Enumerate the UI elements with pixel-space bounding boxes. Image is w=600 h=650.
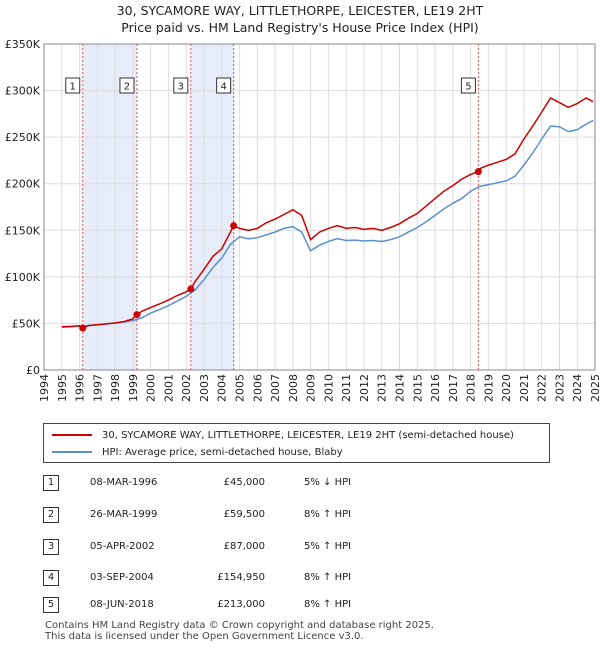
chart-title: 30, SYCAMORE WAY, LITTLETHORPE, LEICESTE… — [116, 3, 484, 18]
sale-hpi-diff: 5% ↓ HPI — [304, 477, 352, 488]
table-row: 5 08-JUN-2018 £213,000 8% ↑ HPI — [43, 597, 373, 613]
sale-number-badge: 5 — [43, 597, 59, 613]
sale-price: £45,000 — [223, 477, 265, 488]
sale-number-label: 4 — [220, 82, 226, 93]
sale-number-badge: 3 — [43, 539, 59, 555]
sale-point — [133, 311, 141, 319]
table-row: 3 05-APR-2002 £87,000 5% ↑ HPI — [43, 539, 373, 555]
legend-label-property: 30, SYCAMORE WAY, LITTLETHORPE, LEICESTE… — [102, 429, 514, 441]
sale-number-badge: 4 — [43, 570, 59, 586]
table-row: 1 08-MAR-1996 £45,000 5% ↓ HPI — [43, 475, 373, 491]
x-tick-label: 2002 — [180, 374, 193, 402]
x-tick-label: 1994 — [38, 374, 51, 402]
x-tick-label: 2006 — [251, 374, 264, 402]
hpi-line — [61, 119, 594, 328]
x-tick-label: 2008 — [287, 374, 300, 402]
x-tick-label: 2024 — [571, 374, 584, 402]
y-tick-label: £350K — [5, 38, 41, 51]
sale-point — [230, 222, 238, 230]
y-tick-label: £150K — [5, 224, 41, 237]
sale-price: £154,950 — [217, 572, 265, 583]
footer: Contains HM Land Registry data © Crown c… — [45, 620, 434, 642]
sale-number-box — [216, 77, 232, 94]
sale-hpi-diff: 8% ↑ HPI — [304, 572, 352, 583]
x-tick-label: 2013 — [376, 374, 389, 402]
sale-number-label: 5 — [465, 82, 471, 93]
footer-copyright: Contains HM Land Registry data © Crown c… — [45, 620, 434, 631]
x-tick-label: 2001 — [162, 374, 175, 402]
sale-date: 08-JUN-2018 — [90, 599, 154, 610]
legend-label-hpi: HPI: Average price, semi-detached house,… — [102, 446, 343, 458]
x-tick-label: 2017 — [447, 374, 460, 402]
sale-number-badge: 2 — [43, 507, 59, 523]
sale-hpi-diff: 8% ↑ HPI — [304, 599, 352, 610]
sale-point — [474, 168, 482, 176]
sale-price: £213,000 — [217, 599, 265, 610]
x-tick-label: 2009 — [305, 374, 318, 402]
sale-date: 08-MAR-1996 — [90, 477, 158, 488]
legend-item-hpi: HPI: Average price, semi-detached house,… — [52, 444, 343, 460]
plot-frame — [43, 43, 596, 371]
x-tick-label: 1997 — [91, 374, 104, 402]
sale-price: £87,000 — [223, 541, 265, 552]
sale-price: £59,500 — [223, 509, 265, 520]
x-tick-label: 2021 — [518, 374, 531, 402]
y-tick-label: £0 — [26, 364, 40, 377]
legend: 30, SYCAMORE WAY, LITTLETHORPE, LEICESTE… — [43, 423, 550, 463]
shaded-range — [82, 44, 137, 370]
x-tick-label: 1998 — [109, 374, 122, 402]
x-tick-label: 2023 — [553, 374, 566, 402]
legend-swatch-hpi — [52, 451, 92, 453]
sale-date: 26-MAR-1999 — [90, 509, 158, 520]
sale-number-label: 1 — [70, 82, 76, 93]
x-tick-label: 2004 — [216, 374, 229, 402]
x-tick-label: 2003 — [198, 374, 211, 402]
table-row: 4 03-SEP-2004 £154,950 8% ↑ HPI — [43, 570, 373, 586]
sale-point — [187, 285, 195, 293]
x-tick-label: 1995 — [56, 374, 69, 402]
footer-licence: This data is licensed under the Open Gov… — [45, 631, 364, 642]
x-tick-label: 2020 — [500, 374, 513, 402]
sale-number-label: 3 — [178, 82, 184, 93]
property-price-line — [61, 97, 594, 329]
x-tick-label: 2007 — [269, 374, 282, 402]
x-tick-label: 2019 — [482, 374, 495, 402]
x-tick-label: 2016 — [429, 374, 442, 402]
x-tick-label: 1999 — [127, 374, 140, 402]
x-tick-label: 2015 — [411, 374, 424, 402]
x-tick-label: 2014 — [393, 374, 406, 402]
sale-number-label: 2 — [124, 82, 130, 93]
y-tick-label: £50K — [12, 317, 41, 330]
y-tick-label: £250K — [5, 131, 41, 144]
x-tick-label: 2010 — [322, 374, 335, 402]
x-tick-label: 2011 — [340, 374, 353, 402]
shaded-range — [190, 44, 234, 370]
price-chart: £0 £50K £100K £150K £200K £250K £300K £350K 1994… — [5, 38, 600, 402]
sale-date: 03-SEP-2004 — [90, 572, 154, 583]
x-tick-label: 2005 — [234, 374, 247, 402]
sale-date: 05-APR-2002 — [90, 541, 155, 552]
x-tick-label: 2018 — [465, 374, 478, 402]
y-tick-label: £300K — [5, 85, 41, 98]
x-tick-label: 2022 — [536, 374, 549, 402]
y-tick-label: £100K — [5, 271, 41, 284]
sale-number-box — [119, 77, 135, 94]
sale-number-box — [173, 77, 189, 94]
x-tick-label: 2012 — [358, 374, 371, 402]
x-tick-label: 2000 — [145, 374, 158, 402]
x-tick-label: 1996 — [74, 374, 87, 402]
x-tick-label: 2025 — [589, 374, 600, 402]
legend-swatch-property — [52, 434, 92, 436]
legend-item-property: 30, SYCAMORE WAY, LITTLETHORPE, LEICESTE… — [52, 427, 514, 443]
y-tick-label: £200K — [5, 178, 41, 191]
sale-number-badge: 1 — [43, 475, 59, 491]
sale-number-box — [65, 77, 81, 94]
chart-subtitle: Price paid vs. HM Land Registry's House … — [121, 20, 479, 35]
sale-number-box — [460, 77, 476, 94]
sale-hpi-diff: 8% ↑ HPI — [304, 509, 352, 520]
table-row: 2 26-MAR-1999 £59,500 8% ↑ HPI — [43, 507, 373, 523]
sale-point — [79, 324, 87, 332]
sale-hpi-diff: 5% ↑ HPI — [304, 541, 352, 552]
